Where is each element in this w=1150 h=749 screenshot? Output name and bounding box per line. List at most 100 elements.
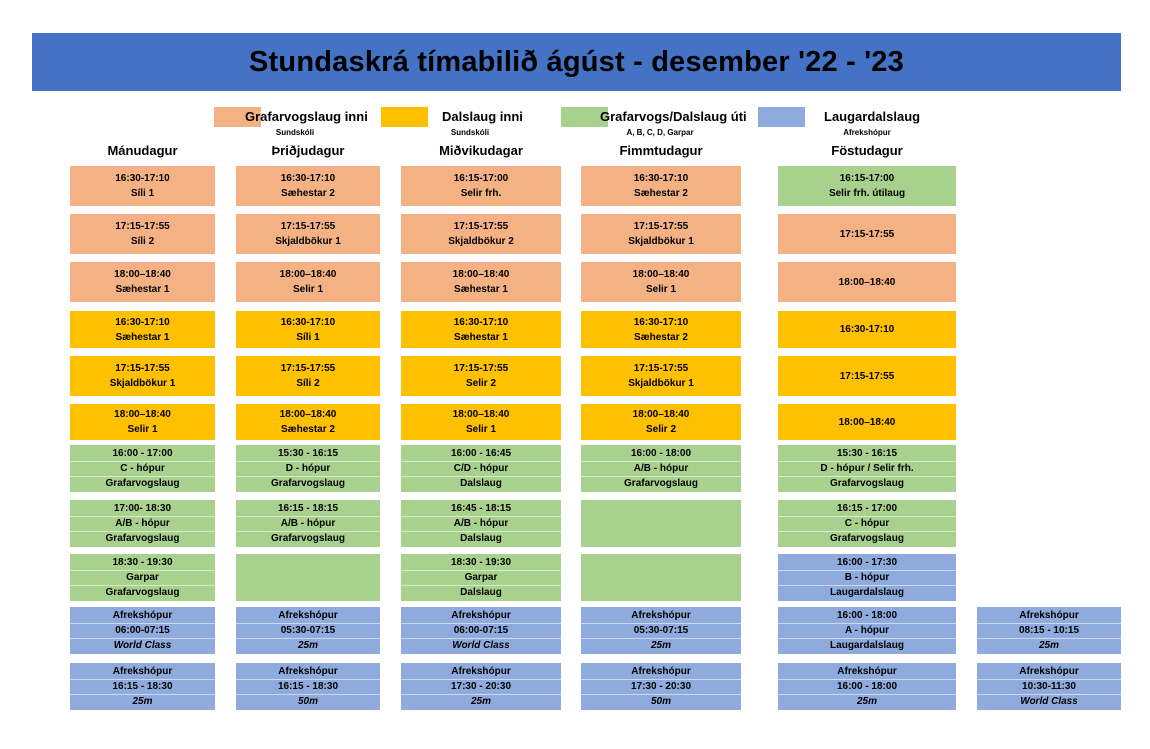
cell-line: Garpar <box>464 572 498 583</box>
legend-sublabel: Sundskóli <box>450 128 490 137</box>
cell-line: Afrekshópur <box>1019 666 1079 677</box>
schedule-cell: 18:00–18:40 Selir 1 <box>401 404 561 440</box>
schedule-cell: Afrekshópur 17:30 - 20:30 50m <box>581 663 741 710</box>
schedule-cell: 16:30-17:10 Síli 1 <box>70 166 215 206</box>
schedule-cell: 18:00–18:40 Sæhestar 2 <box>236 404 380 440</box>
schedule-cell: 16:30-17:10 Sæhestar 1 <box>70 311 215 348</box>
legend-label: Grafarvogslaug inni <box>245 109 368 124</box>
cell-line: Síli 2 <box>296 378 320 389</box>
cell-line: Dalslaug <box>460 533 502 544</box>
page-title: Stundaskrá tímabilið ágúst - desember '2… <box>249 45 904 78</box>
cell-line: Sæhestar 1 <box>115 331 170 343</box>
schedule-cell: 17:15-17:55 Skjaldbökur 1 <box>236 214 380 254</box>
cell-line: Laugardalslaug <box>830 587 904 598</box>
cell-line: A - hópur <box>844 625 890 636</box>
legend-sublabel: Sundskóli <box>275 128 315 137</box>
schedule-cell: 18:00–18:40 Selir 1 <box>236 262 380 302</box>
cell-line: Skjaldbökur 1 <box>109 378 176 389</box>
schedule-cell <box>236 554 380 601</box>
cell-line: Selir frh. útilaug <box>828 188 906 199</box>
day-header: Föstudagur <box>831 143 903 158</box>
legend-label: Grafarvogs/Dalslaug úti <box>600 109 747 124</box>
schedule-cell: 18:00–18:40 Selir 1 <box>581 262 741 302</box>
cell-line: 16:00 - 17:30 <box>836 557 898 568</box>
cell-line: Grafarvogslaug <box>624 478 698 489</box>
schedule-cell: Afrekshópur 16:15 - 18:30 25m <box>70 663 215 710</box>
cell-line: Selir 2 <box>465 378 497 389</box>
cell-line: 18:30 - 19:30 <box>450 557 512 568</box>
cell-line: 17:15-17:55 <box>280 363 336 374</box>
cell-line: 18:00–18:40 <box>838 416 896 428</box>
legend-swatch-green <box>561 107 608 127</box>
cell-line: 16:15-17:00 <box>453 173 509 184</box>
cell-line: 25m <box>297 640 318 651</box>
cell-line: Skjaldbökur 1 <box>628 378 694 389</box>
cell-line: 16:30-17:10 <box>280 173 336 184</box>
cell-line: Dalslaug <box>460 587 502 598</box>
cell-line: 05:30-07:15 <box>280 625 336 636</box>
cell-line: 17:00- 18:30 <box>113 503 172 514</box>
schedule-cell: 16:30-17:10 Sæhestar 2 <box>581 166 741 206</box>
cell-line: Afrekshópur <box>278 610 338 621</box>
cell-line: 17:15-17:55 <box>115 363 170 374</box>
cell-line: 50m <box>650 696 671 707</box>
cell-line: 17:15-17:55 <box>839 228 895 240</box>
schedule-cell: Afrekshópur 10:30-11:30 World Class <box>977 663 1121 710</box>
cell-line: D - hópur / Selir frh. <box>820 463 914 474</box>
cell-line: 18:00–18:40 <box>452 409 510 420</box>
cell-line: Grafarvogslaug <box>105 478 180 489</box>
cell-line: Síli 2 <box>130 236 155 247</box>
cell-line: 15:30 - 16:15 <box>836 448 898 459</box>
cell-line: Síli 1 <box>130 188 155 199</box>
cell-line: Síli 1 <box>296 331 320 343</box>
cell-line: C - hópur <box>844 518 890 529</box>
cell-line: 16:15 - 18:30 <box>277 681 339 692</box>
schedule-cell: 16:30-17:10 Síli 1 <box>236 311 380 348</box>
cell-line: 17:15-17:55 <box>633 363 689 374</box>
schedule-cell: 18:00–18:40 <box>778 404 956 440</box>
schedule-cell: Afrekshópur 16:15 - 18:30 50m <box>236 663 380 710</box>
cell-line: 18:00–18:40 <box>279 409 337 420</box>
cell-line: Selir 2 <box>645 424 677 435</box>
schedule-cell: 17:15-17:55 <box>778 214 956 254</box>
cell-line: A/B - hópur <box>280 518 336 529</box>
cell-line: 16:00 - 18:00 <box>836 681 898 692</box>
schedule-cell: 17:15-17:55 Síli 2 <box>70 214 215 254</box>
cell-line: 16:30-17:10 <box>115 173 170 184</box>
schedule-cell: 18:30 - 19:30 Garpar Dalslaug <box>401 554 561 601</box>
cell-line: Selir 1 <box>127 424 158 435</box>
schedule-cell: 15:30 - 16:15 D - hópur Grafarvogslaug <box>236 445 380 492</box>
schedule-cell: 17:00- 18:30 A/B - hópur Grafarvogslaug <box>70 500 215 547</box>
cell-line: Afrekshópur <box>278 666 338 677</box>
cell-line: 05:30-07:15 <box>633 625 689 636</box>
cell-line: 16:00 - 18:00 <box>630 448 692 459</box>
schedule-cell: 15:30 - 16:15 D - hópur / Selir frh. Grafa… <box>778 445 956 492</box>
schedule-cell: 16:15 - 18:15 A/B - hópur Grafarvogslaug <box>236 500 380 547</box>
cell-line: 16:30-17:10 <box>115 316 170 328</box>
cell-line: 18:00–18:40 <box>838 276 896 288</box>
cell-line: Grafarvogslaug <box>271 533 345 544</box>
cell-line: 16:15 - 18:30 <box>112 681 173 692</box>
cell-line: A/B - hópur <box>453 518 509 529</box>
cell-line: 16:45 - 18:15 <box>450 503 512 514</box>
schedule-cell: 16:00 - 16:45 C/D - hópur Dalslaug <box>401 445 561 492</box>
cell-line: 18:00–18:40 <box>114 409 171 420</box>
legend-swatch-blue <box>758 107 805 127</box>
schedule-cell: 18:00–18:40 <box>778 262 956 302</box>
cell-line: 06:00-07:15 <box>453 625 509 636</box>
cell-line: 16:30-17:10 <box>633 316 689 328</box>
cell-line: Sæhestar 1 <box>115 284 170 295</box>
schedule-cell: 17:15-17:55 Skjaldbökur 1 <box>581 356 741 396</box>
legend-sublabel: Afrekshópur <box>843 128 891 137</box>
cell-line: World Class <box>1020 696 1078 707</box>
day-header: Mánudagur <box>107 143 178 158</box>
schedule-cell: 16:30-17:10 <box>778 311 956 348</box>
cell-line: 25m <box>470 696 491 707</box>
cell-line: Afrekshópur <box>451 610 511 621</box>
cell-line: Skjaldbökur 2 <box>448 236 514 247</box>
cell-line: 18:00–18:40 <box>632 409 690 420</box>
cell-line: Selir 1 <box>292 284 324 295</box>
cell-line: 25m <box>856 696 877 707</box>
cell-line: D - hópur <box>285 463 331 474</box>
cell-line: Skjaldbökur 1 <box>275 236 341 247</box>
